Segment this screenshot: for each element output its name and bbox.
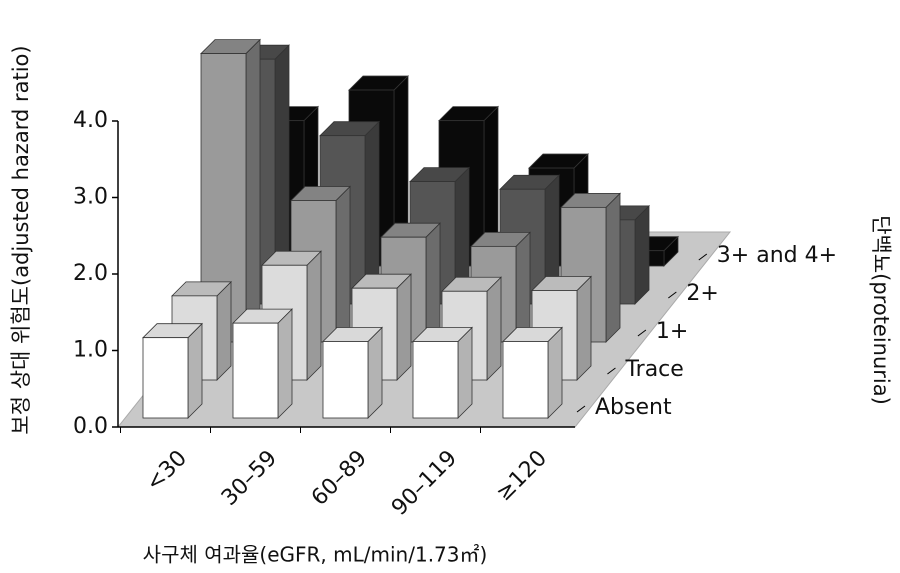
bar-side [335, 185, 351, 343]
bar-side [216, 280, 232, 381]
bar-side [367, 326, 383, 419]
z-tick [637, 329, 647, 337]
bar-side [515, 231, 531, 343]
legend-label: Trace [624, 357, 683, 382]
bar [322, 326, 383, 419]
x-tick-label: 30–59 [217, 446, 282, 511]
z-tick [576, 405, 586, 413]
y-tick-label: 2.0 [73, 261, 108, 286]
x-tick-label: <30 [141, 446, 192, 497]
bar-side [486, 276, 502, 381]
bar-side [576, 275, 592, 381]
bar-side [457, 326, 473, 419]
z-axis-title: 단백뇨(proteinuria) [869, 215, 893, 405]
x-tick-label: 90–119 [387, 446, 462, 521]
x-tick-label: ≥120 [492, 446, 552, 506]
bar-front [232, 322, 279, 419]
bar [232, 308, 293, 419]
y-axis-title: 보정 상대 위험도(adjusted hazard ratio) [9, 45, 33, 434]
bar-side [634, 204, 650, 305]
legend-label: 1+ [656, 319, 688, 344]
bar [412, 326, 473, 419]
z-tick [668, 291, 677, 299]
legend-label: 2+ [686, 281, 718, 306]
bar-side [277, 308, 293, 419]
bar-side [547, 326, 563, 419]
bar [502, 326, 563, 419]
legend-label: 3+ and 4+ [717, 243, 837, 268]
y-tick-label: 0.0 [73, 414, 108, 439]
y-tick-label: 3.0 [73, 185, 108, 210]
bar-front [502, 341, 549, 419]
bar-side [605, 192, 621, 343]
bar-side [425, 222, 441, 343]
z-tick [698, 253, 708, 261]
bar-front [412, 341, 459, 419]
z-tick [607, 367, 616, 375]
bar-side [187, 322, 203, 419]
bar-side [396, 273, 412, 381]
y-tick-label: 1.0 [73, 338, 108, 363]
bar-front [142, 337, 189, 419]
x-axis-title: 사구체 여과율(eGFR, mL/min/1.73㎡) [143, 543, 488, 567]
x-tick-label: 60–89 [307, 446, 372, 511]
y-tick-label: 4.0 [73, 108, 108, 133]
bar-front [322, 341, 369, 419]
legend-label: Absent [595, 395, 672, 420]
bar-side [306, 250, 322, 381]
bar [142, 322, 203, 419]
bar-side [245, 38, 261, 343]
